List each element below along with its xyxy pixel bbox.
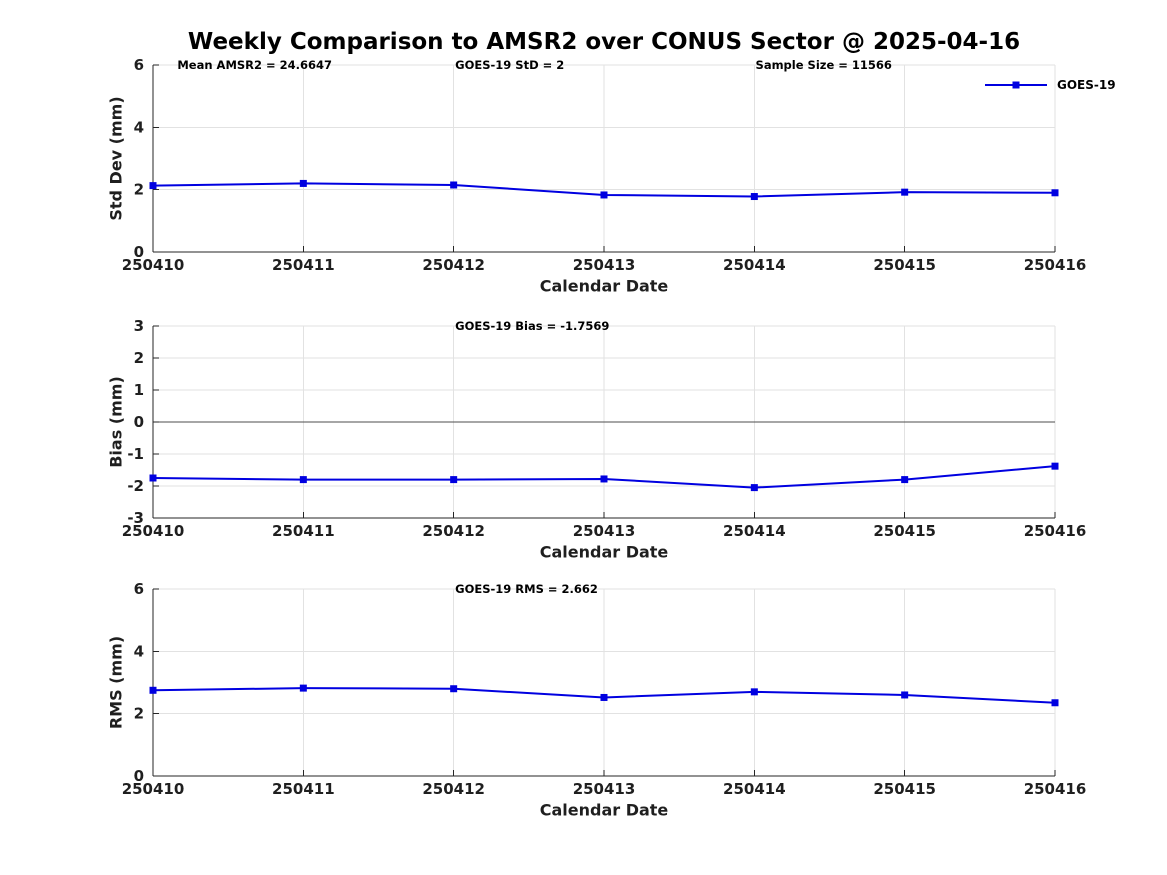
- y-axis-label: Bias (mm): [107, 376, 126, 468]
- data-point-marker: [299, 476, 307, 484]
- grid: [152, 64, 1056, 253]
- x-tick-label: 250415: [873, 780, 936, 798]
- x-tick-label: 250414: [723, 522, 786, 540]
- y-tick-label: -1: [127, 445, 144, 463]
- data-point-marker: [299, 179, 307, 187]
- data-point-marker: [450, 181, 458, 189]
- data-point-marker: [1051, 189, 1059, 197]
- y-axis-label: Std Dev (mm): [107, 96, 126, 220]
- x-tick-label: 250410: [122, 256, 185, 274]
- data-point-marker: [600, 191, 608, 199]
- legend-label: GOES-19: [1057, 78, 1116, 92]
- grid: [152, 588, 1056, 777]
- subplot-bias: -3 -2 -1 0 1 2 3 250410 250411 250412 250413 250414…: [107, 317, 1087, 562]
- x-tick-label: 250410: [122, 522, 185, 540]
- x-tick-label: 250412: [422, 522, 485, 540]
- y-tick-label: -2: [127, 477, 144, 495]
- data-point-marker: [750, 193, 758, 201]
- x-tick-label: 250410: [122, 780, 185, 798]
- legend: GOES-19: [985, 78, 1116, 92]
- x-tick-label: 250412: [422, 780, 485, 798]
- data-point-marker: [901, 691, 909, 699]
- axes-spines: [152, 588, 1056, 777]
- annotation: GOES-19 Bias = -1.7569: [455, 319, 609, 333]
- x-tick-label: 250413: [573, 522, 636, 540]
- axes-spines: [152, 325, 1056, 519]
- annotation: Sample Size = 11566: [756, 58, 892, 72]
- data-point-marker: [600, 475, 608, 483]
- figure-title: Weekly Comparison to AMSR2 over CONUS Se…: [187, 29, 1021, 55]
- subplot-rms: 0 2 4 6 250410 250411 250412 250413 250414 250415…: [107, 580, 1087, 820]
- x-tick-label: 250414: [723, 780, 786, 798]
- y-tick-label: 6: [134, 56, 144, 74]
- x-tick-label: 250416: [1024, 522, 1087, 540]
- subplot-std-dev: 0 2 4 6 250410 250411 250412 250413 250414 250415…: [107, 56, 1116, 296]
- y-tick-label: -3: [127, 509, 144, 527]
- annotation: GOES-19 RMS = 2.662: [455, 582, 598, 596]
- x-tick-label: 250416: [1024, 256, 1087, 274]
- y-tick-label: 1: [134, 381, 144, 399]
- data-point-marker: [901, 188, 909, 196]
- data-point-marker: [750, 688, 758, 696]
- data-point-marker: [750, 484, 758, 492]
- x-tick-label: 250413: [573, 780, 636, 798]
- x-tick-label: 250416: [1024, 780, 1087, 798]
- y-tick-label: 2: [134, 349, 144, 367]
- x-tick-label: 250411: [272, 256, 335, 274]
- x-axis-label: Calendar Date: [540, 801, 669, 820]
- legend-marker: [1012, 81, 1020, 89]
- data-point-marker: [299, 684, 307, 692]
- annotation: Mean AMSR2 = 24.6647: [177, 58, 332, 72]
- y-axis-label: RMS (mm): [107, 636, 126, 729]
- data-point-marker: [600, 693, 608, 701]
- data-point-marker: [1051, 699, 1059, 707]
- axes-spines: [152, 64, 1056, 253]
- y-tick-label: 2: [134, 705, 144, 723]
- y-tick-label: 4: [134, 118, 144, 136]
- x-tick-label: 250411: [272, 780, 335, 798]
- data-point-marker: [149, 182, 157, 190]
- y-tick-label: 4: [134, 642, 144, 660]
- y-tick-label: 0: [134, 243, 144, 261]
- x-tick-label: 250415: [873, 522, 936, 540]
- y-tick-label: 0: [134, 767, 144, 785]
- x-axis-label: Calendar Date: [540, 277, 669, 296]
- data-point-marker: [450, 476, 458, 484]
- x-tick-label: 250411: [272, 522, 335, 540]
- data-point-marker: [1051, 462, 1059, 470]
- x-tick-label: 250414: [723, 256, 786, 274]
- y-tick-label: 2: [134, 181, 144, 199]
- data-point-marker: [901, 476, 909, 484]
- data-point-marker: [149, 686, 157, 694]
- x-tick-label: 250412: [422, 256, 485, 274]
- x-axis-label: Calendar Date: [540, 543, 669, 562]
- x-tick-label: 250413: [573, 256, 636, 274]
- data-point-marker: [450, 685, 458, 693]
- data-point-marker: [149, 474, 157, 482]
- x-tick-label: 250415: [873, 256, 936, 274]
- y-tick-label: 6: [134, 580, 144, 598]
- y-tick-label: 3: [134, 317, 144, 335]
- y-tick-label: 0: [134, 413, 144, 431]
- annotation: GOES-19 StD = 2: [455, 58, 564, 72]
